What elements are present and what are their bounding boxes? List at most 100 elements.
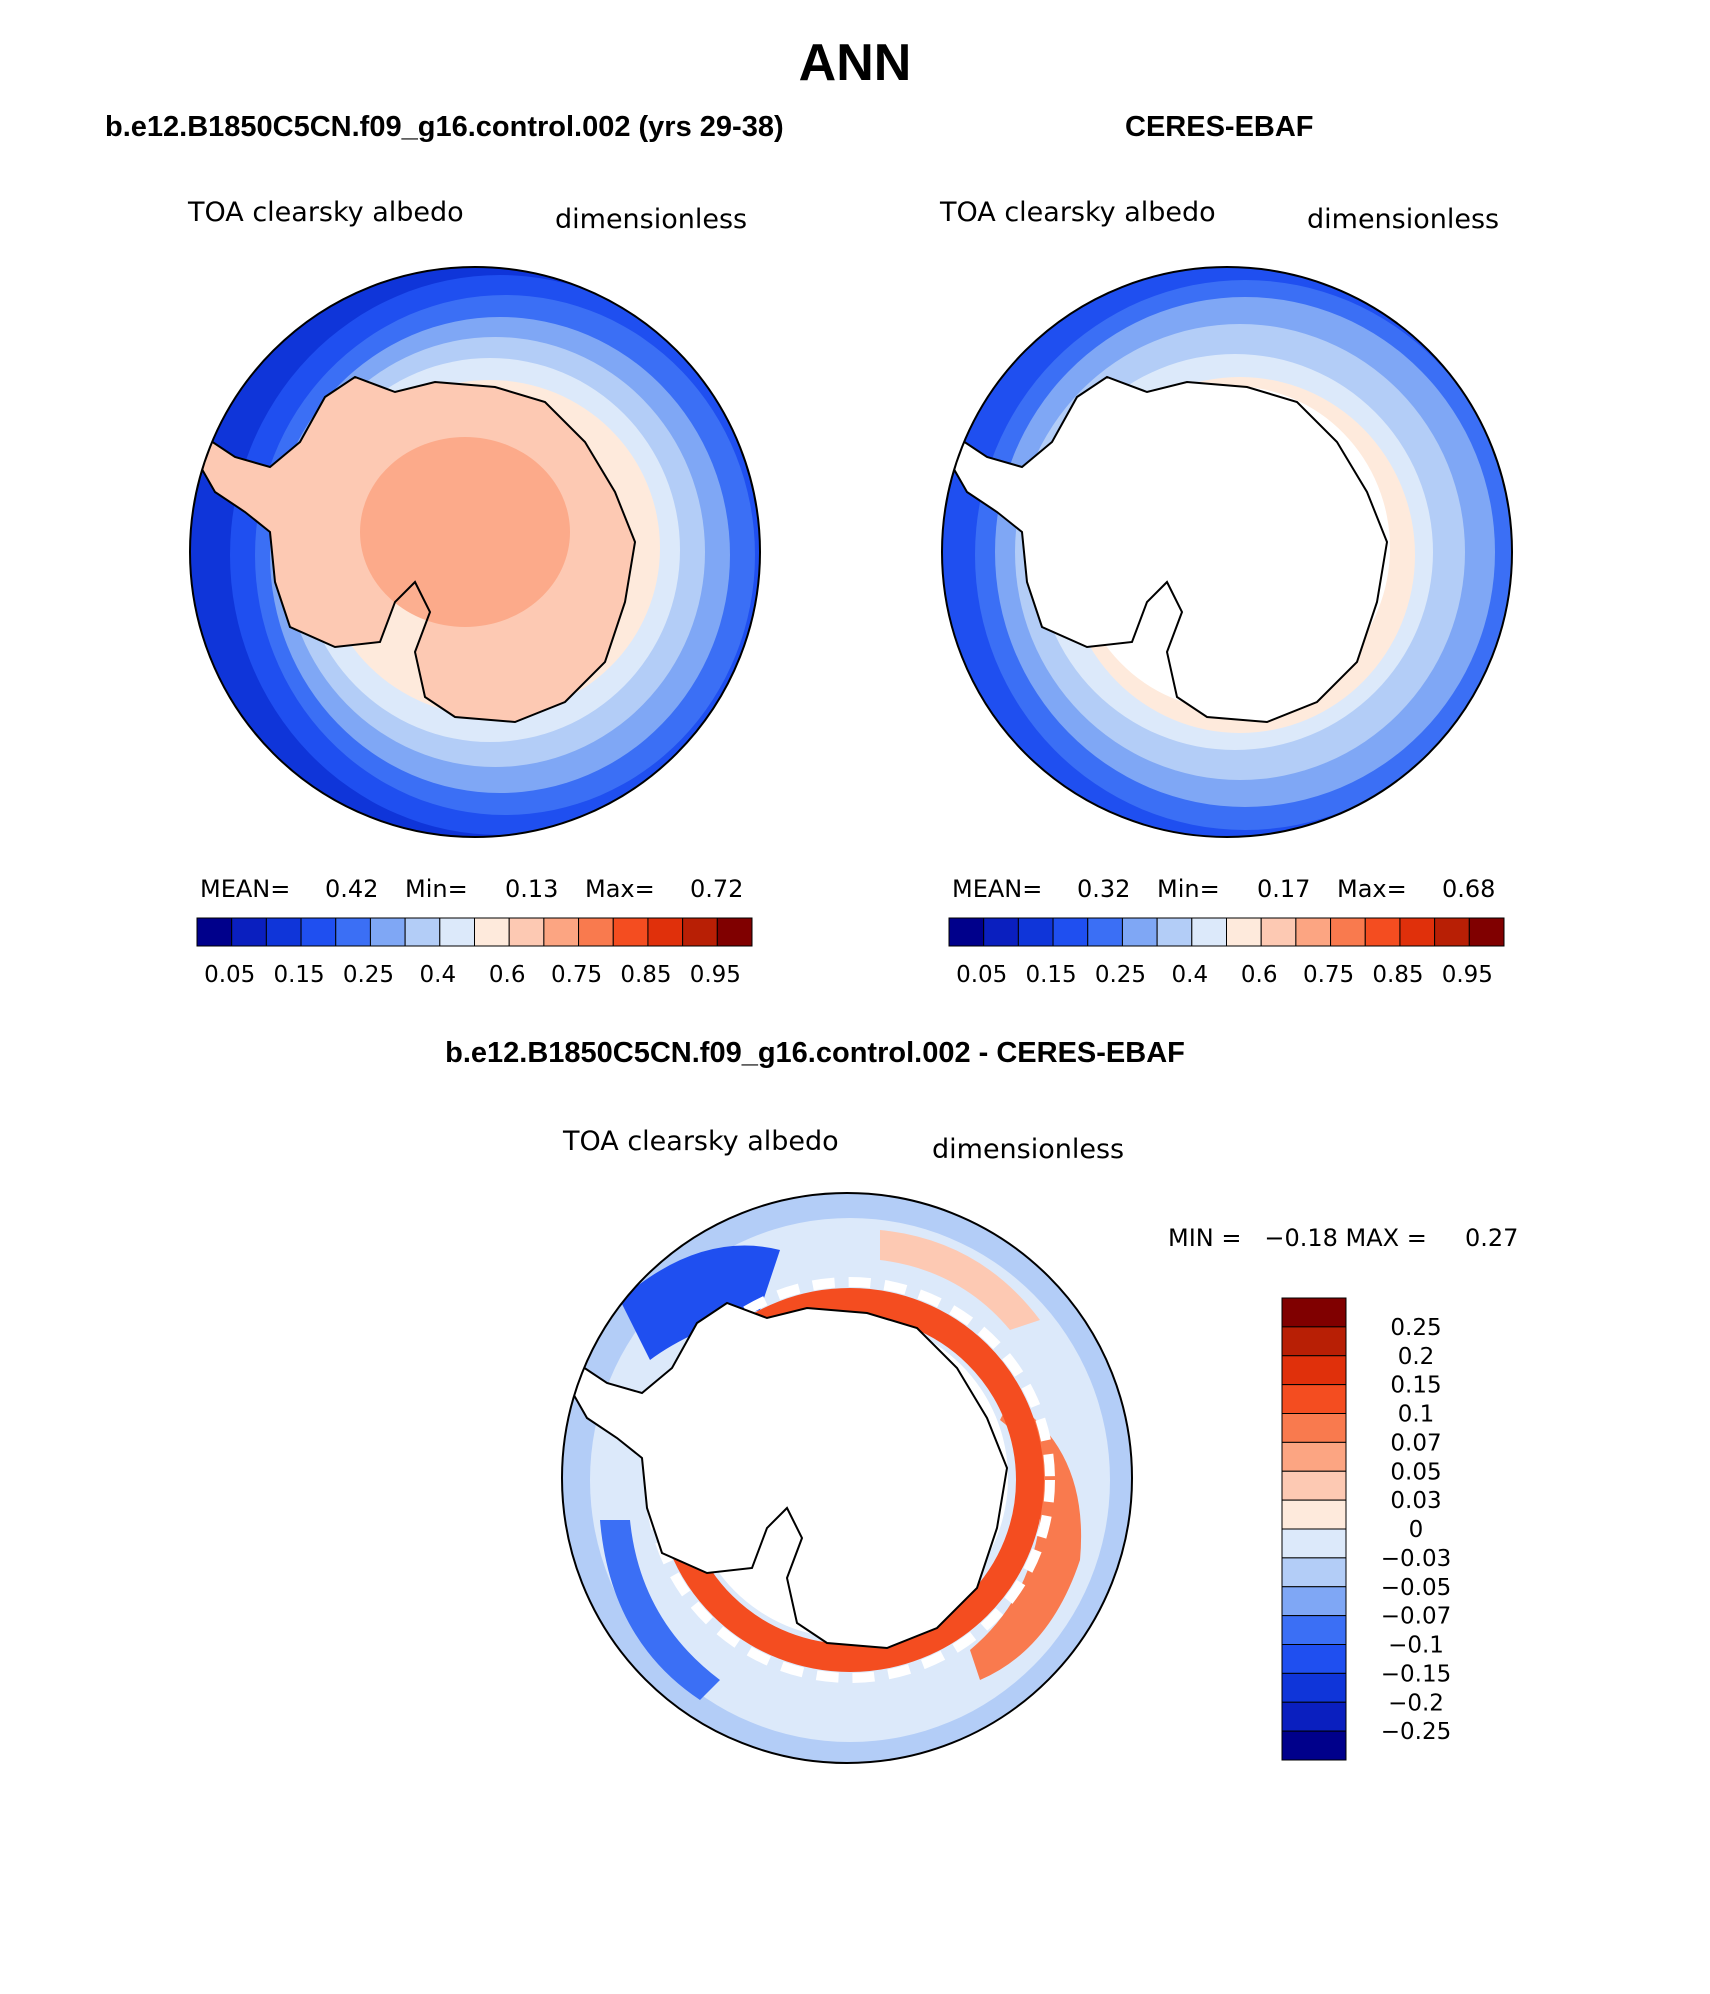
obs-colorbar-box bbox=[1017, 917, 1054, 947]
model-panel-title: b.e12.B1850C5CN.f09_g16.control.002 (yrs… bbox=[105, 111, 784, 143]
obs-variable-label: TOA clearsky albedo bbox=[939, 197, 1216, 228]
diff-variable-label: TOA clearsky albedo bbox=[562, 1126, 839, 1157]
model-colorbar-label: 0.05 bbox=[204, 962, 255, 988]
obs-mean-value: 0.32 bbox=[1077, 875, 1130, 903]
obs-colorbar: 0.05 0.15 0.25 0.4 0.6 0.75 0.85 0.95 bbox=[948, 917, 1505, 988]
diff-colorbar-label: 0.15 bbox=[1390, 1373, 1441, 1399]
obs-colorbar-box bbox=[1191, 917, 1227, 947]
obs-colorbar-label: 0.4 bbox=[1172, 962, 1209, 988]
diff-panel: b.e12.B1850C5CN.f09_g16.control.002 - CE… bbox=[445, 1037, 1518, 1764]
obs-colorbar-box bbox=[1226, 917, 1262, 947]
figure-title: ANN bbox=[799, 34, 912, 92]
obs-colorbar-box bbox=[1156, 917, 1193, 947]
obs-colorbar-box bbox=[1260, 917, 1297, 947]
obs-map-outline bbox=[941, 266, 1513, 838]
diff-map-outline bbox=[561, 1192, 1133, 1764]
obs-colorbar-box bbox=[983, 917, 1019, 947]
diff-colorbar-box bbox=[1281, 1413, 1347, 1443]
diff-colorbar-label: −0.25 bbox=[1381, 1719, 1451, 1745]
model-colorbar-box bbox=[543, 917, 580, 947]
obs-colorbar-label: 0.25 bbox=[1095, 962, 1146, 988]
diff-colorbar-label: 0.1 bbox=[1398, 1402, 1435, 1428]
diff-panel-title: b.e12.B1850C5CN.f09_g16.control.002 - CE… bbox=[445, 1037, 1185, 1069]
model-colorbar-label: 0.75 bbox=[551, 962, 602, 988]
model-colorbar-label: 0.15 bbox=[273, 962, 324, 988]
model-colorbar-label: 0.6 bbox=[489, 962, 526, 988]
diff-colorbar-box bbox=[1281, 1470, 1347, 1501]
obs-units-label: dimensionless bbox=[1307, 204, 1499, 235]
diff-colorbar-label: 0.07 bbox=[1390, 1430, 1441, 1456]
diff-colorbar-box bbox=[1281, 1557, 1347, 1588]
diff-colorbar-box bbox=[1281, 1615, 1347, 1645]
diff-colorbar-box bbox=[1281, 1355, 1347, 1386]
model-max-value: 0.72 bbox=[690, 875, 743, 903]
model-colorbar-box bbox=[335, 917, 371, 947]
diff-colorbar-label: 0.05 bbox=[1390, 1459, 1441, 1485]
obs-mean-label: MEAN= bbox=[952, 875, 1042, 903]
diff-colorbar-label: 0.25 bbox=[1390, 1315, 1441, 1341]
model-colorbar-box bbox=[369, 917, 406, 947]
diff-colorbar-box bbox=[1281, 1672, 1347, 1703]
obs-colorbar-box bbox=[1399, 917, 1436, 947]
model-colorbar-label: 0.4 bbox=[420, 962, 457, 988]
model-colorbar-box bbox=[647, 917, 684, 947]
obs-panel: CERES-EBAF TOA clearsky albedo dimension… bbox=[939, 111, 1513, 988]
diff-colorbar: 0.25 0.2 0.15 0.10.07 0.05 0.03 0 −0.03 −0.05 −0.… bbox=[1281, 1297, 1451, 1761]
diff-colorbar-box bbox=[1281, 1644, 1347, 1674]
obs-colorbar-label: 0.6 bbox=[1241, 962, 1278, 988]
diff-colorbar-box bbox=[1281, 1384, 1347, 1414]
model-colorbar-box bbox=[578, 917, 614, 947]
obs-colorbar-label: 0.85 bbox=[1372, 962, 1423, 988]
diff-colorbar-label: 0.2 bbox=[1398, 1344, 1435, 1370]
model-colorbar-box bbox=[439, 917, 475, 947]
model-mean-label: MEAN= bbox=[200, 875, 290, 903]
obs-colorbar-label: 0.75 bbox=[1303, 962, 1354, 988]
obs-colorbar-box bbox=[1330, 917, 1366, 947]
model-max-label: Max= bbox=[585, 875, 655, 903]
obs-colorbar-box bbox=[1295, 917, 1332, 947]
model-colorbar-box bbox=[404, 917, 441, 947]
model-colorbar-box bbox=[474, 917, 510, 947]
obs-min-value: 0.17 bbox=[1257, 875, 1310, 903]
diff-colorbar-label: −0.1 bbox=[1388, 1633, 1444, 1659]
obs-colorbar-box bbox=[948, 917, 985, 947]
diff-colorbar-label: 0 bbox=[1409, 1517, 1424, 1543]
model-mean-value: 0.42 bbox=[325, 875, 378, 903]
model-colorbar-box bbox=[196, 917, 233, 947]
model-variable-label: TOA clearsky albedo bbox=[187, 197, 464, 228]
model-colorbar-box bbox=[612, 917, 649, 947]
model-colorbar-box bbox=[231, 917, 267, 947]
model-colorbar-box bbox=[682, 917, 718, 947]
model-colorbar-label: 0.95 bbox=[690, 962, 741, 988]
obs-colorbar-box bbox=[1121, 917, 1158, 947]
model-map bbox=[190, 267, 760, 837]
model-min-value: 0.13 bbox=[505, 875, 558, 903]
model-colorbar-label: 0.85 bbox=[620, 962, 671, 988]
diff-map bbox=[562, 1193, 1132, 1763]
model-map-outline bbox=[189, 266, 761, 838]
obs-map bbox=[942, 267, 1512, 837]
model-min-label: Min= bbox=[405, 875, 468, 903]
diff-colorbar-box bbox=[1281, 1701, 1347, 1732]
diff-colorbar-box bbox=[1281, 1326, 1347, 1357]
obs-panel-title: CERES-EBAF bbox=[1125, 111, 1314, 143]
model-units-label: dimensionless bbox=[555, 204, 747, 235]
diff-colorbar-box bbox=[1281, 1586, 1347, 1617]
obs-stats: MEAN= 0.32 Min= 0.17 Max= 0.68 bbox=[952, 875, 1495, 903]
obs-max-value: 0.68 bbox=[1442, 875, 1495, 903]
diff-colorbar-box bbox=[1281, 1441, 1347, 1472]
obs-colorbar-box bbox=[1434, 917, 1470, 947]
model-stats: MEAN= 0.42 Min= 0.13 Max= 0.72 bbox=[200, 875, 743, 903]
model-colorbar-box bbox=[300, 917, 337, 947]
diff-colorbar-label: −0.07 bbox=[1381, 1604, 1451, 1630]
obs-min-label: Min= bbox=[1157, 875, 1220, 903]
model-panel: b.e12.B1850C5CN.f09_g16.control.002 (yrs… bbox=[105, 111, 784, 988]
diff-colorbar-box bbox=[1281, 1297, 1347, 1328]
obs-colorbar-box bbox=[1087, 917, 1123, 947]
model-colorbar-box bbox=[716, 917, 753, 947]
diff-minmax: MIN = −0.18 MAX = 0.27 bbox=[1168, 1224, 1518, 1252]
diff-colorbar-label: −0.15 bbox=[1381, 1661, 1451, 1687]
diff-colorbar-label: −0.03 bbox=[1381, 1546, 1451, 1572]
obs-colorbar-label: 0.15 bbox=[1025, 962, 1076, 988]
